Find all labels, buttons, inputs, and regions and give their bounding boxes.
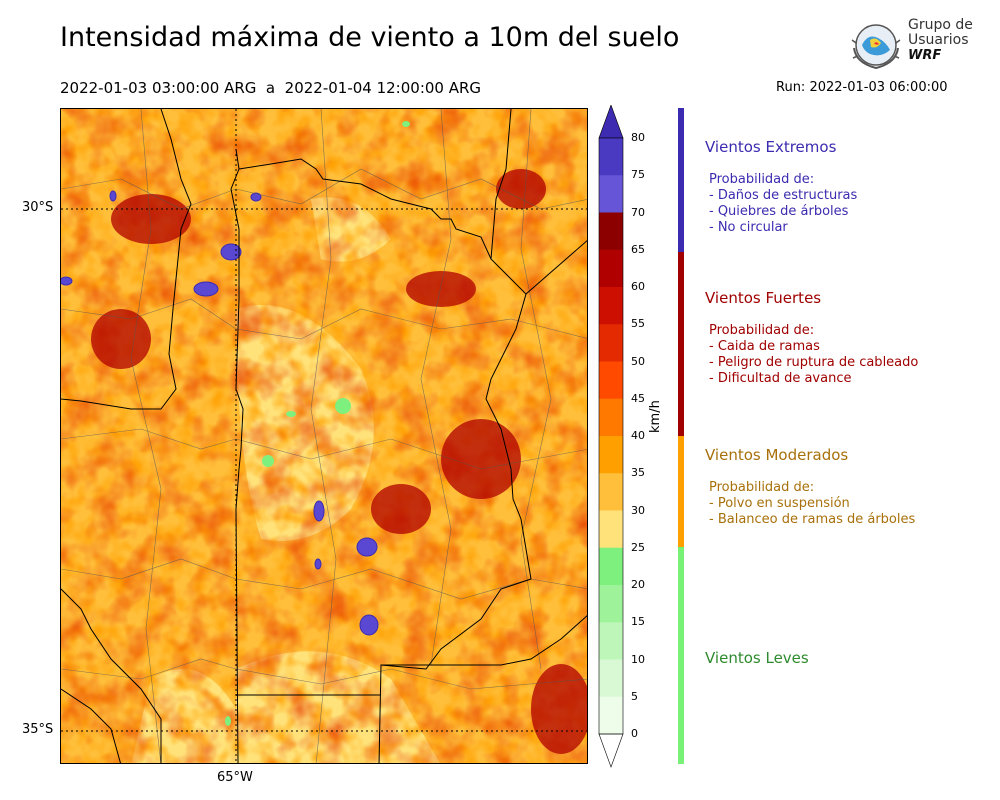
colorbar-band — [599, 138, 623, 176]
category-extremos-prob: Probabilidad de: — [709, 172, 815, 187]
globe-logo-icon — [851, 24, 901, 70]
category-moderados-desc: Probabilidad de: - Polvo en suspensión -… — [709, 480, 915, 528]
colorbar-tick-label: 45 — [631, 391, 645, 405]
category-extremos-item: - No circular — [709, 220, 788, 235]
category-fuertes-desc: Probabilidad de: - Caida de ramas - Peli… — [709, 323, 918, 387]
colorbar-tick-label: 75 — [631, 168, 645, 182]
category-fuertes-item: - Dificultad de avance — [709, 371, 852, 386]
colorbar-tick-label: 10 — [631, 652, 645, 666]
colorbar-band — [599, 212, 623, 251]
category-moderados-item: - Polvo en suspensión — [709, 496, 850, 511]
category-fuertes-prob: Probabilidad de: — [709, 323, 815, 338]
colorbar-tick-label: 70 — [631, 205, 645, 219]
map-title: Intensidad máxima de viento a 10m del su… — [60, 22, 680, 53]
colorbar-tick-label: 35 — [631, 466, 645, 480]
lon-label-65w: 65°W — [217, 770, 253, 785]
category-moderados-item: - Balanceo de ramas de árboles — [709, 512, 916, 527]
colorbar-tick-label: 15 — [631, 615, 645, 629]
category-fuertes-title: Vientos Fuertes — [705, 289, 822, 307]
lat-label-30s: 30°S — [22, 200, 54, 215]
colorbar-tick-label: 40 — [631, 429, 645, 442]
colorbar-band — [599, 585, 623, 623]
colorbar-band — [599, 659, 623, 698]
colorbar-tick-label: 50 — [631, 354, 645, 368]
logo-line-3: WRF — [908, 48, 942, 63]
colorbar-band — [599, 361, 623, 400]
colorbar-band — [599, 510, 623, 549]
legend-bar-extremos — [678, 108, 684, 252]
colorbar-outline — [598, 137, 624, 735]
colorbar-tick-label: 65 — [631, 242, 645, 256]
colorbar-band — [599, 287, 623, 325]
category-fuertes-item: - Caida de ramas — [709, 339, 820, 354]
colorbar-band — [599, 175, 623, 213]
category-moderados-prob: Probabilidad de: — [709, 480, 815, 495]
colorbar-band — [599, 398, 623, 437]
logo-line-1: Grupo de — [908, 17, 973, 33]
colorbar-band — [599, 473, 623, 511]
category-moderados-title: Vientos Moderados — [705, 446, 849, 464]
legend-bar-leves — [678, 547, 684, 764]
logo-line-2: Usuarios — [908, 32, 969, 48]
colorbar-band — [599, 249, 623, 288]
colorbar-band — [599, 436, 623, 474]
run-timestamp: Run: 2022-01-03 06:00:00 — [776, 80, 948, 95]
wrf-group-logo: Grupo de Usuarios WRF — [848, 18, 973, 74]
colorbar — [598, 105, 624, 768]
legend-bar-fuertes — [678, 252, 684, 436]
colorbar-tick-label: 0 — [631, 727, 638, 740]
colorbar-arrow-top — [598, 105, 624, 139]
colorbar-tick-label: 55 — [631, 317, 645, 331]
category-extremos-item: - Daños de estructuras — [709, 188, 858, 203]
wind-field-map — [61, 109, 587, 763]
lat-label-35s: 35°S — [22, 722, 54, 737]
colorbar-tick-label: 30 — [631, 503, 645, 517]
category-leves-title: Vientos Leves — [705, 649, 809, 667]
category-extremos-item: - Quiebres de árboles — [709, 204, 849, 219]
colorbar-unit-label: km/h — [648, 400, 663, 433]
colorbar-tick-label: 80 — [631, 131, 645, 144]
category-extremos-title: Vientos Extremos — [705, 138, 837, 156]
colorbar-tick-label: 25 — [631, 540, 645, 554]
category-fuertes-item: - Peligro de ruptura de cableado — [709, 355, 919, 370]
colorbar-band — [599, 547, 623, 586]
colorbar-tick-label: 20 — [631, 578, 645, 591]
category-extremos-desc: Probabilidad de: - Daños de estructuras … — [709, 172, 857, 236]
legend-bar-moderados — [678, 436, 684, 547]
logo-text: Grupo de Usuarios WRF — [908, 17, 973, 64]
colorbar-band — [599, 622, 623, 660]
colorbar-tick-label: 60 — [631, 280, 645, 293]
colorbar-band — [599, 696, 623, 735]
colorbar-band — [599, 324, 623, 362]
wind-map — [60, 108, 588, 764]
colorbar-tick-label: 5 — [631, 689, 638, 703]
colorbar-arrow-bottom — [598, 733, 624, 768]
forecast-period: 2022-01-03 03:00:00 ARG a 2022-01-04 12:… — [60, 79, 482, 97]
